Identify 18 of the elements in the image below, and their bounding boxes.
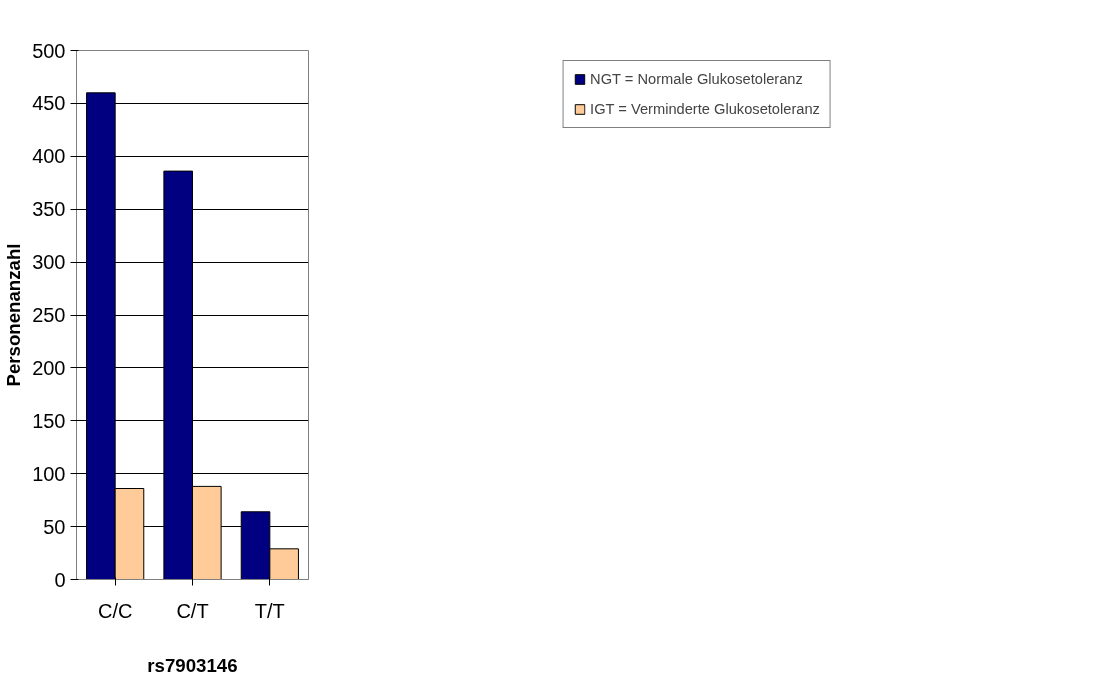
x-tick-label: T/T: [254, 599, 285, 622]
y-tick-label: 450: [32, 92, 66, 115]
x-tick-label: C/T: [176, 599, 209, 622]
y-axis-title: Personenanzahl: [3, 243, 25, 387]
y-tick-label: 100: [32, 462, 66, 485]
y-tick-label: 150: [32, 409, 66, 432]
x-tick-label: C/C: [97, 599, 133, 622]
y-tick-label: 200: [32, 356, 66, 379]
y-tick-label: 300: [32, 251, 66, 274]
y-tick-label: 500: [32, 39, 66, 62]
y-tick-label: 50: [43, 515, 66, 538]
x-axis-title: rs7903146: [147, 654, 238, 676]
legend-label: IGT = Verminderte Glukosetoleranz: [590, 101, 820, 117]
legend-label: NGT = Normale Glukosetoleranz: [590, 71, 803, 87]
y-tick-label: 0: [54, 568, 66, 591]
y-tick-label: 250: [32, 304, 66, 326]
y-tick-label: 400: [32, 145, 66, 168]
y-tick-label: 350: [32, 198, 66, 221]
